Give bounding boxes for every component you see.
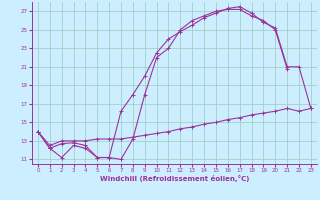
X-axis label: Windchill (Refroidissement éolien,°C): Windchill (Refroidissement éolien,°C) bbox=[100, 175, 249, 182]
